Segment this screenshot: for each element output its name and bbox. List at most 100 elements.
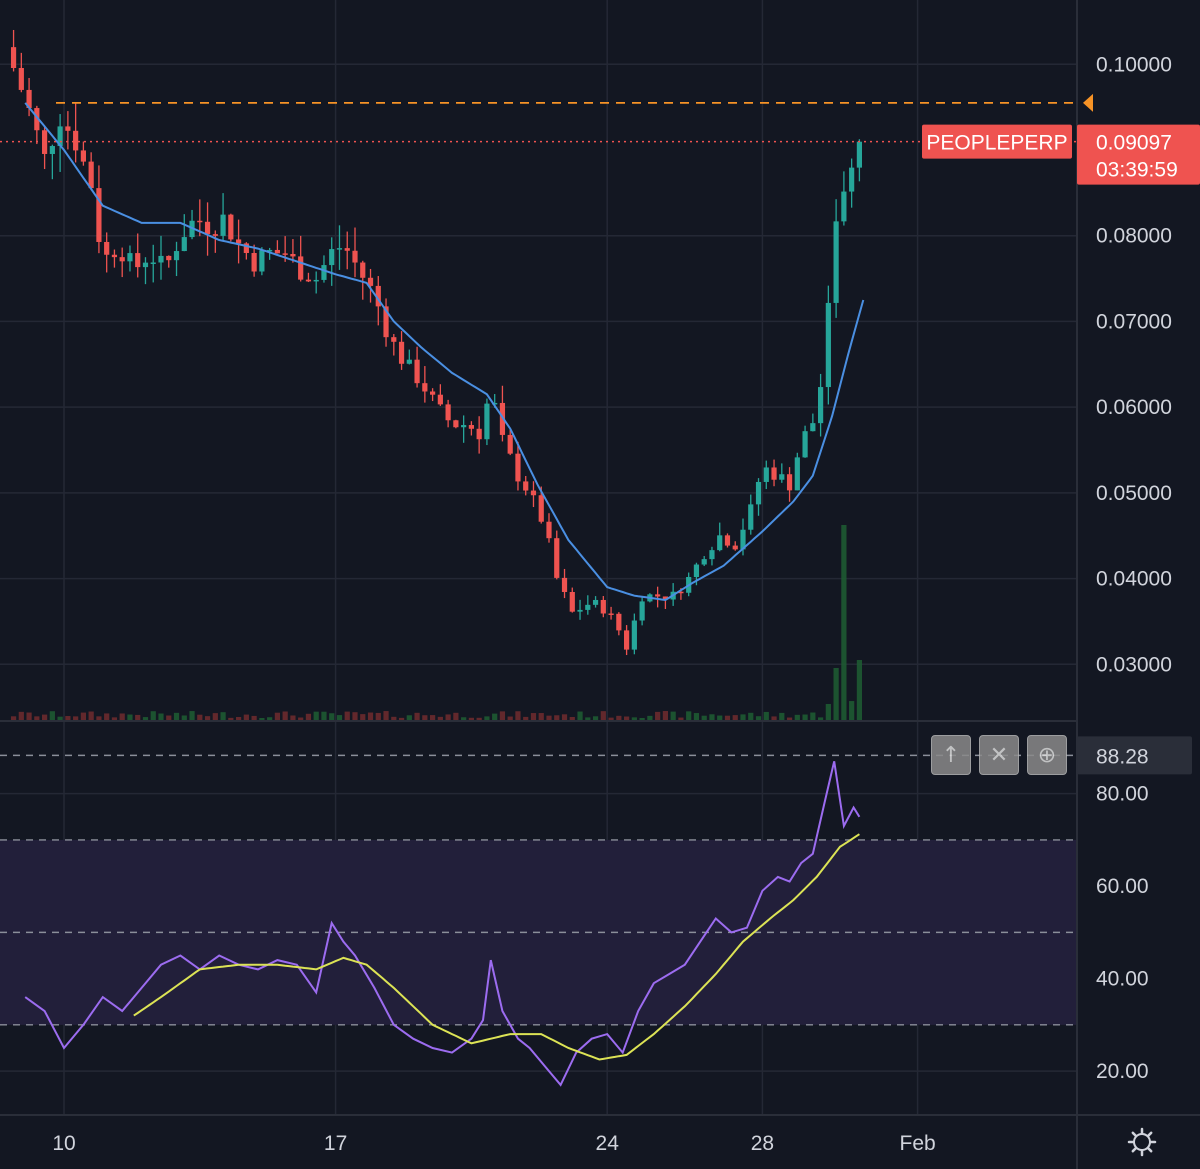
volume-bar-102 [802, 714, 808, 720]
gear-icon-tooth [1147, 1147, 1153, 1153]
volume-bar-100 [786, 717, 793, 720]
x-tick-label: 17 [324, 1132, 347, 1155]
gear-icon [1127, 1127, 1157, 1157]
candle-body-96 [755, 481, 762, 505]
volume-bar-4 [42, 714, 48, 720]
candle-body-98 [771, 467, 777, 480]
volume-bar-75 [592, 716, 599, 720]
candle-body-105 [825, 302, 831, 388]
volume-bar-95 [748, 712, 754, 720]
volume-bar-62 [492, 713, 498, 720]
volume-bar-54 [430, 715, 436, 720]
price-tick-label: 0.03000 [1096, 653, 1172, 676]
volume-bar-49 [391, 716, 397, 720]
signal-line [133, 833, 860, 1061]
candle-body-55 [437, 394, 443, 405]
candle-body-75 [592, 599, 599, 605]
candle-body-0 [10, 47, 17, 69]
candle-body-16 [135, 253, 141, 268]
candle-body-107 [841, 191, 847, 222]
candle-body-61 [484, 403, 490, 440]
ma-line [24, 102, 865, 602]
candle-body-51 [406, 359, 412, 364]
volume-bar-91 [717, 715, 723, 720]
oscillator-lines [24, 761, 861, 1087]
volume-bar-41 [329, 713, 335, 720]
volume-bar-10 [88, 711, 94, 720]
close-icon[interactable]: ✕ [979, 735, 1019, 775]
candle-body-49 [391, 337, 397, 342]
price-tick-label: 0.08000 [1096, 225, 1172, 248]
volume-bar-30 [243, 714, 249, 720]
volume-bar-106 [833, 668, 839, 720]
volume-bar-58 [461, 717, 467, 720]
add-indicator-button[interactable]: ⊕ [1027, 735, 1067, 775]
symbol-label-box [922, 124, 1072, 159]
candle-body-93 [732, 545, 738, 550]
volume-bar-109 [856, 660, 862, 720]
volume-bar-15 [127, 714, 133, 720]
oscillator-tick-label: 60.00 [1096, 875, 1149, 898]
volume-bar-69 [546, 715, 552, 720]
candle-body-91 [717, 535, 723, 551]
candle-body-46 [367, 277, 374, 286]
volume-bar-78 [616, 715, 622, 720]
candle-body-37 [298, 256, 304, 280]
volume-bar-6 [57, 716, 63, 720]
volume-bar-18 [150, 711, 156, 720]
x-tick-label: 24 [596, 1132, 620, 1155]
volume-bar-70 [554, 715, 560, 720]
volume-bar-2 [26, 712, 32, 720]
volume-bar-13 [111, 717, 118, 720]
volume-bar-99 [779, 712, 785, 720]
candle-body-78 [616, 613, 622, 631]
volume-bar-87 [686, 711, 692, 720]
volume-bar-89 [701, 715, 707, 720]
oscillator-line [24, 761, 861, 1087]
volume-bar-33 [267, 717, 273, 720]
move-up-button[interactable]: ↑ [931, 735, 971, 775]
candle-body-28 [228, 214, 234, 240]
candle-body-47 [375, 285, 381, 307]
candle-body-108 [849, 167, 855, 192]
volume-bar-39 [313, 711, 319, 720]
candle-body-81 [639, 601, 645, 621]
volume-bar-22 [181, 715, 187, 720]
oscillator-tick-label: 40.00 [1096, 968, 1149, 991]
volume-bar-65 [515, 711, 521, 720]
candle-body-26 [212, 234, 218, 236]
candle-body-18 [150, 262, 156, 264]
candle-body-104 [818, 387, 824, 424]
candle-body-9 [80, 150, 86, 162]
candle-body-101 [794, 457, 800, 491]
candle-body-27 [220, 214, 226, 236]
volume-bar-28 [228, 717, 234, 720]
volume-bar-57 [453, 712, 459, 720]
oscillator-value-tag [1077, 736, 1192, 775]
candle-body-76 [600, 599, 606, 614]
volume-bar-42 [336, 715, 343, 720]
candle-body-95 [748, 504, 754, 530]
price-tick-label: 0.05000 [1096, 482, 1172, 505]
volume-bar-86 [678, 717, 684, 720]
volume-bar-19 [158, 713, 164, 720]
last-price-value: 0.09097 [1096, 132, 1172, 155]
volume-bar-105 [825, 703, 831, 720]
candle-body-44 [352, 250, 358, 263]
candle-body-36 [290, 253, 296, 257]
candle-body-20 [166, 255, 172, 261]
volume-bar-21 [173, 712, 180, 720]
gear-icon-tooth [1131, 1131, 1137, 1137]
price-tick-label: 0.07000 [1096, 310, 1172, 333]
alert-marker-icon [1083, 93, 1093, 112]
gear-icon-tooth [1147, 1131, 1153, 1137]
volume-bar-77 [608, 717, 614, 720]
candle-body-56 [445, 404, 451, 421]
x-tick-label: 28 [751, 1132, 774, 1155]
candle-body-53 [422, 383, 428, 392]
volume-bar-27 [220, 712, 226, 720]
volume-bar-90 [709, 714, 715, 720]
